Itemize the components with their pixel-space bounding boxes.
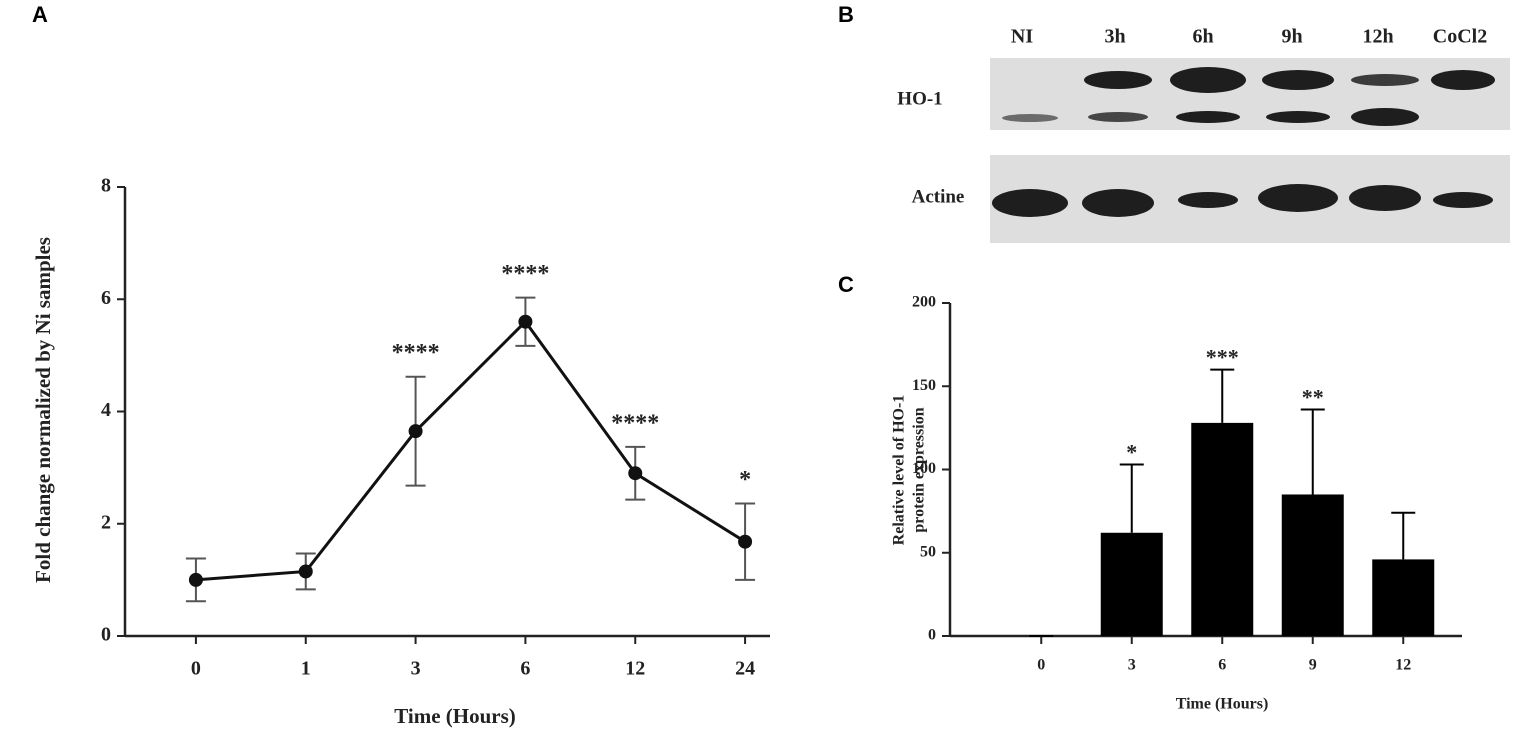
- error-bar: [1210, 368, 1235, 423]
- significance-label: ***: [1206, 345, 1239, 370]
- significance-label: *: [739, 467, 751, 493]
- error-bar: [1300, 408, 1325, 495]
- line: [195, 319, 746, 582]
- x-tick-label: 9: [1309, 657, 1317, 674]
- significance-label: **: [1302, 385, 1324, 410]
- x-axis-label: Time (Hours): [394, 704, 516, 728]
- y-tick-label: 8: [101, 175, 111, 197]
- x-tick-label: 24: [735, 658, 755, 680]
- point: [518, 314, 533, 329]
- point: [408, 424, 423, 439]
- lane-label: 12h: [1362, 26, 1393, 48]
- point: [738, 534, 753, 549]
- x-tick-label: 6: [520, 658, 530, 680]
- error-bar: [1119, 463, 1144, 533]
- x-tick-label: 12: [1395, 657, 1411, 674]
- row-label: HO-1: [897, 88, 942, 109]
- panel-label: C: [838, 272, 854, 297]
- x-tick-label: 6: [1218, 657, 1226, 674]
- bar: [1372, 559, 1435, 636]
- x-tick-label: 12: [625, 658, 645, 680]
- y-axis-label: Relative level of HO-1: [891, 395, 908, 546]
- x-axis-label: Time (Hours): [1176, 696, 1269, 713]
- y-tick-label: 150: [912, 377, 936, 394]
- error-bar: [1391, 511, 1416, 560]
- y-tick-label: 0: [928, 627, 936, 644]
- y-tick-label: 50: [920, 543, 936, 560]
- lane-label: CoCl2: [1433, 26, 1487, 48]
- point: [628, 466, 643, 481]
- y-tick-label: 2: [101, 511, 111, 533]
- y-tick-label: 100: [912, 460, 936, 477]
- lane-label: 6h: [1192, 26, 1213, 48]
- lane-label: 9h: [1281, 26, 1302, 48]
- x-tick-label: 3: [1128, 657, 1136, 674]
- y-tick-label: 6: [101, 287, 111, 309]
- significance-label: ****: [392, 340, 440, 366]
- blot-image: [990, 58, 1510, 243]
- point: [298, 564, 313, 579]
- panel-label: B: [838, 2, 854, 27]
- x-tick-label: 1: [301, 658, 311, 680]
- significance-label: ****: [501, 261, 549, 287]
- panel-label: A: [32, 2, 48, 27]
- x-tick-label: 3: [411, 658, 421, 680]
- bar: [1100, 532, 1163, 636]
- y-tick-label: 0: [101, 624, 111, 646]
- y-tick-label: 4: [101, 399, 111, 421]
- bar: [1191, 422, 1254, 636]
- significance-label: *: [1126, 440, 1137, 465]
- significance-label: ****: [611, 410, 659, 436]
- y-tick-label: 200: [912, 294, 936, 311]
- lane-label: 3h: [1104, 26, 1125, 48]
- y-axis-label: Fold change normalized by Ni samples: [31, 237, 55, 583]
- bar: [1281, 494, 1344, 636]
- y-axis-label: protein expression: [911, 407, 928, 532]
- point: [188, 572, 203, 587]
- row-label: Actine: [912, 186, 965, 207]
- lane-label: NI: [1011, 26, 1033, 48]
- x-tick-label: 0: [1037, 657, 1045, 674]
- x-tick-label: 0: [191, 658, 201, 680]
